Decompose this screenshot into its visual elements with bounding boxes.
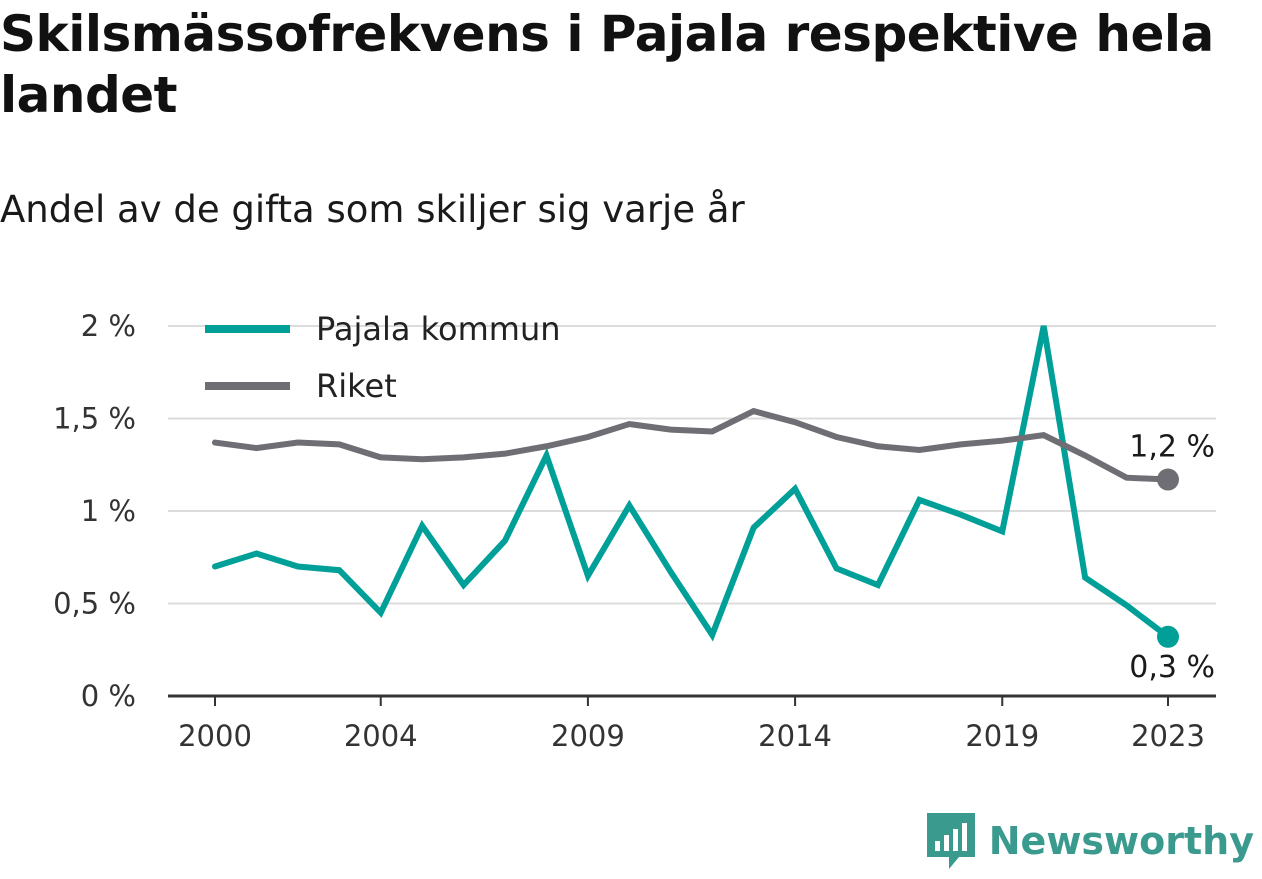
brand-name: Newsworthy [988,819,1254,863]
legend-label: Riket [316,367,397,405]
y-tick-label: 2 % [81,309,136,343]
legend: Pajala kommun Riket [205,310,561,405]
chart-title: Skilsmässofrekvens i Pajala respektive h… [0,5,1214,124]
x-tick-label: 2009 [551,719,625,753]
y-axis-ticks: 0 % 0,5 % 1 % 1,5 % 2 % [53,309,136,713]
end-value-label: 1,2 % [1129,430,1215,465]
x-axis-ticks: 2000 2004 2009 2014 2019 2023 [178,696,1205,753]
series-line-pajala [212,325,1171,642]
y-tick-label: 0 % [81,679,136,713]
end-point-marker [1157,625,1179,648]
chart-subtitle: Andel av de gifta som skiljer sig varje … [0,188,745,231]
series-line-riket [212,407,1171,483]
x-tick-label: 2023 [1131,719,1205,753]
end-value-label: 0,3 % [1129,650,1215,685]
y-tick-label: 1 % [81,494,136,528]
x-tick-label: 2019 [965,719,1039,753]
newsworthy-logo-icon [926,813,975,869]
x-tick-label: 2000 [178,719,252,753]
end-point-marker [1157,468,1179,491]
y-tick-label: 0,5 % [53,587,136,621]
series-lines: 0,3 % 1,2 % [212,325,1215,685]
newsworthy-logo[interactable]: Newsworthy [925,811,1254,871]
x-tick-label: 2014 [758,719,832,753]
legend-label: Pajala kommun [316,310,561,348]
y-tick-label: 1,5 % [53,402,136,436]
x-tick-label: 2004 [344,719,418,753]
